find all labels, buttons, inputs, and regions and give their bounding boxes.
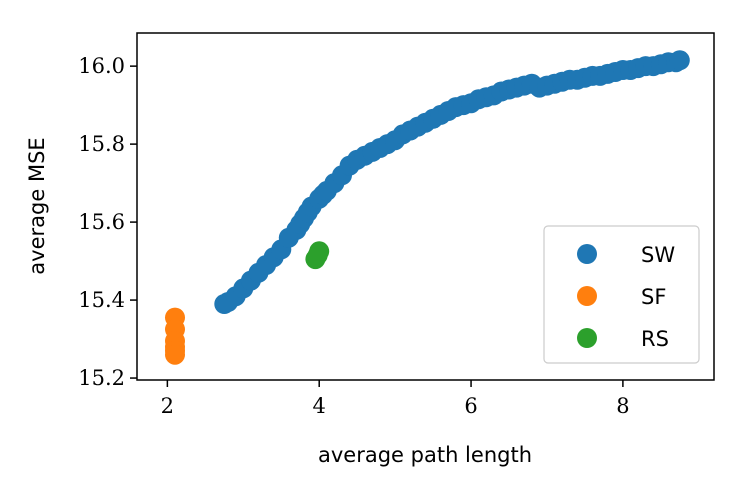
points-layer — [165, 50, 690, 365]
legend-label-rs: RS — [641, 327, 669, 351]
legend-label-sw: SW — [641, 243, 675, 267]
x-tick-label: 8 — [616, 394, 629, 418]
x-axis-label: average path length — [318, 443, 532, 467]
y-tick-label: 15.8 — [78, 132, 125, 156]
y-tick-label: 15.2 — [78, 366, 125, 390]
plot-frame — [136, 32, 715, 381]
legend: SW SF RS — [543, 225, 700, 364]
legend-marker-sw — [577, 244, 597, 264]
legend-label-sf: SF — [641, 285, 666, 309]
point-sf-5 — [165, 344, 185, 365]
ticks-layer: 2 4 6 8 15.2 15.4 15.6 15.8 16.0 — [78, 54, 629, 418]
y-axis-label: average MSE — [25, 137, 49, 274]
x-tick-label: 6 — [464, 394, 477, 418]
point-sw-64 — [669, 50, 690, 71]
x-tick-label: 4 — [313, 394, 326, 418]
point-rs-2 — [309, 241, 330, 262]
y-tick-label: 16.0 — [78, 54, 125, 78]
legend-marker-sf — [577, 286, 597, 306]
legend-marker-rs — [577, 328, 597, 348]
y-tick-label: 15.6 — [78, 210, 125, 234]
y-tick-label: 15.4 — [78, 288, 125, 312]
x-tick-label: 2 — [161, 394, 174, 418]
legend-box — [543, 225, 700, 364]
